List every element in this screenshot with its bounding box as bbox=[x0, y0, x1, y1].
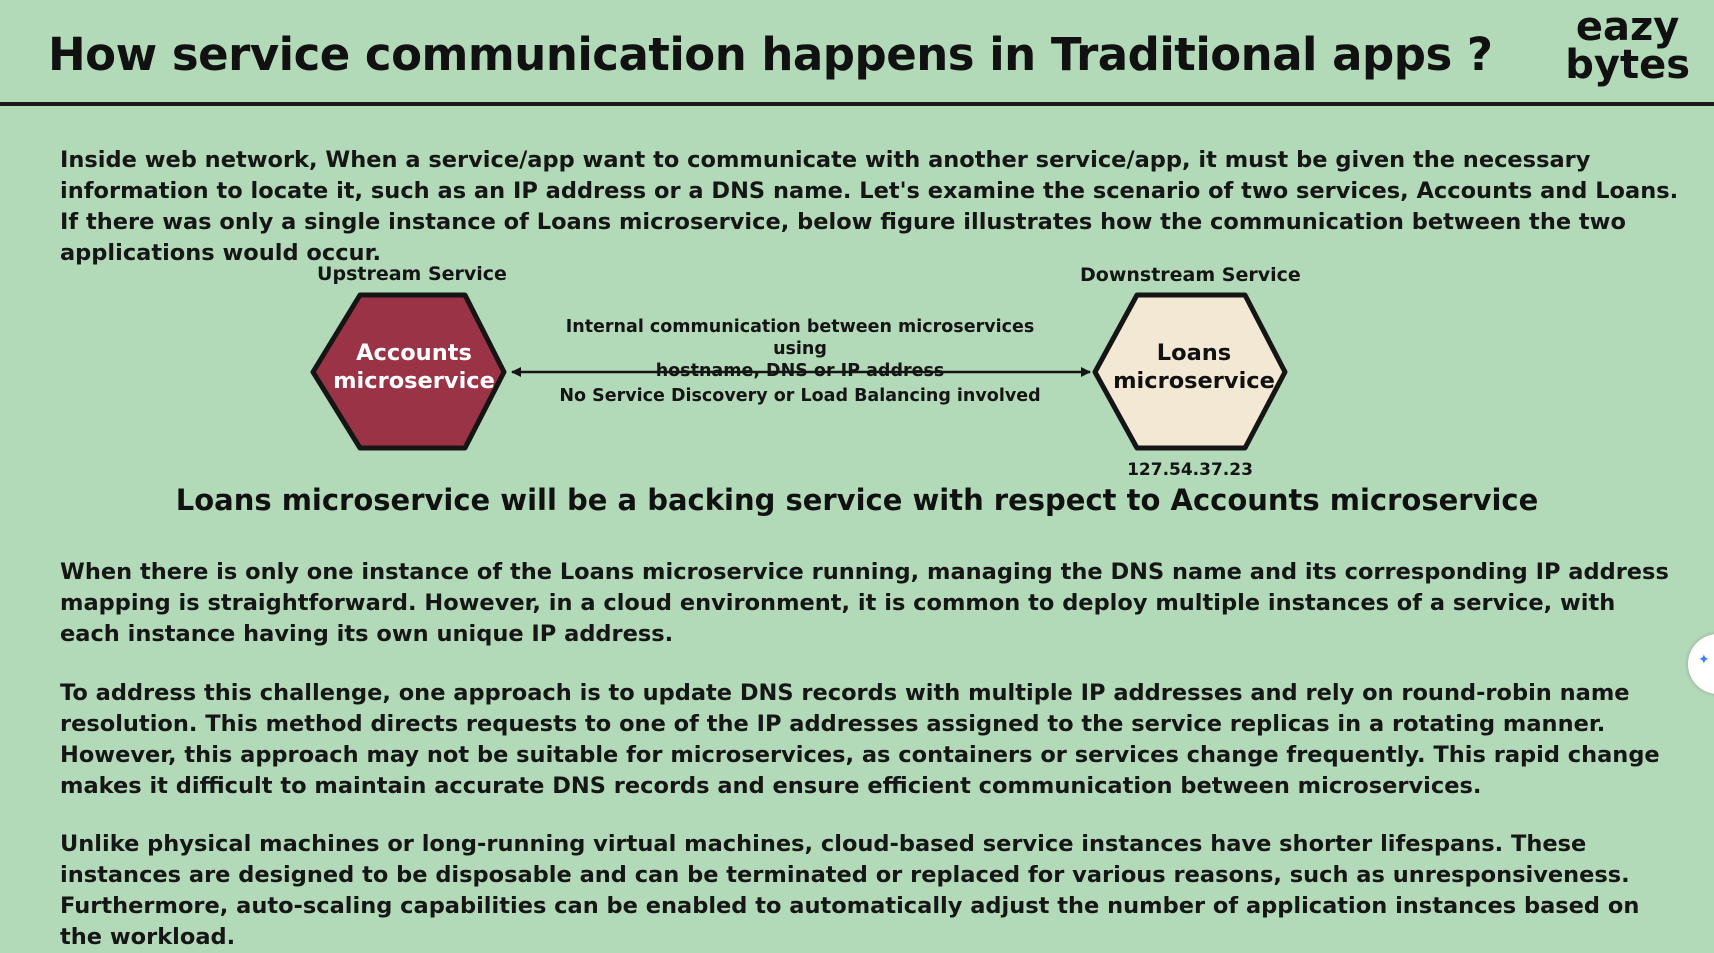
paragraph-single-instance: When there is only one instance of the L… bbox=[60, 559, 1669, 647]
backing-service-heading: Loans microservice will be a backing ser… bbox=[175, 483, 1539, 517]
accounts-line-2: microservice bbox=[333, 368, 495, 394]
arrow-top-line-2: hostname, DNS or IP address bbox=[655, 361, 945, 381]
downstream-service-label: Downstream Service bbox=[1080, 264, 1301, 286]
loans-line-1: Loans bbox=[1156, 340, 1232, 366]
loans-hexagon bbox=[1092, 292, 1288, 451]
accounts-line-1: Accounts bbox=[356, 340, 472, 366]
upstream-service-label: Upstream Service bbox=[317, 263, 507, 285]
paragraph-dns-round-robin: To address this challenge, one approach … bbox=[60, 680, 1660, 799]
arrow-description-top: Internal communication between microserv… bbox=[540, 316, 1060, 382]
logo-line-1: eazy bbox=[1575, 4, 1680, 50]
slide-header: How service communication happens in Tra… bbox=[0, 0, 1714, 106]
paragraph-cloud-instances: Unlike physical machines or long-running… bbox=[60, 831, 1640, 950]
intro-paragraph: Inside web network, When a service/app w… bbox=[60, 147, 1679, 266]
accounts-microservice-label: Accounts microservice bbox=[314, 339, 514, 395]
accounts-hexagon bbox=[310, 292, 507, 451]
arrow-top-line-1: Internal communication between microserv… bbox=[565, 317, 1035, 359]
logo-line-2: bytes bbox=[1565, 42, 1690, 88]
eazybytes-logo: eazy bytes bbox=[1565, 4, 1690, 88]
arrow-description-bottom: No Service Discovery or Load Balancing i… bbox=[559, 386, 1041, 406]
page-title: How service communication happens in Tra… bbox=[48, 28, 1493, 81]
sparkle-icon: ✦ bbox=[1698, 652, 1710, 668]
loans-ip-address: 127.54.37.23 bbox=[1127, 460, 1253, 480]
loans-line-2: microservice bbox=[1113, 368, 1275, 394]
loans-microservice-label: Loans microservice bbox=[1094, 339, 1294, 395]
